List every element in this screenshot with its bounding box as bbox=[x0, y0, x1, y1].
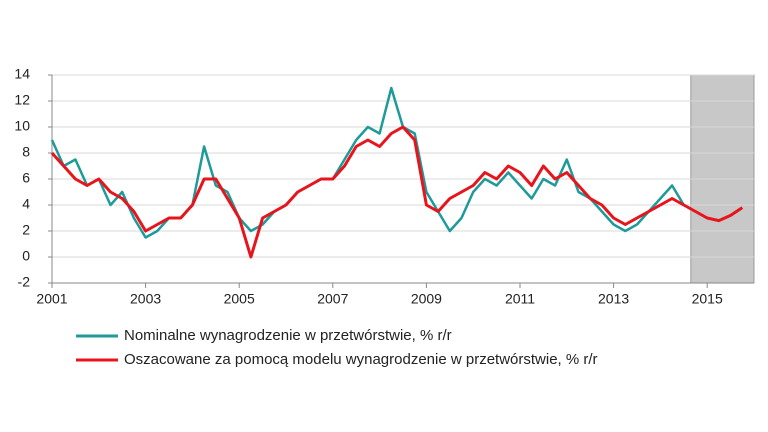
y-tick-label: 10 bbox=[14, 118, 30, 134]
x-tick-label: 2009 bbox=[411, 291, 442, 307]
y-tick-label: 0 bbox=[22, 248, 30, 264]
legend-label: Nominalne wynagrodzenie w przetwórstwie,… bbox=[124, 327, 452, 344]
y-tick-label: 6 bbox=[22, 170, 30, 186]
x-tick-label: 2007 bbox=[317, 291, 348, 307]
legend: Nominalne wynagrodzenie w przetwórstwie,… bbox=[76, 327, 598, 368]
y-tick-label: 8 bbox=[22, 144, 30, 160]
legend-label: Oszacowane za pomocą modelu wynagrodzeni… bbox=[124, 351, 598, 368]
y-tick-label: 4 bbox=[22, 196, 30, 212]
series-line bbox=[50, 86, 685, 239]
x-tick-label: 2001 bbox=[36, 291, 67, 307]
x-tick-label: 2011 bbox=[505, 291, 535, 307]
y-tick-label: -2 bbox=[18, 274, 31, 290]
x-tick-label: 2015 bbox=[692, 291, 723, 307]
x-tick-label: 2005 bbox=[224, 291, 255, 307]
x-tick-label: 2013 bbox=[598, 291, 629, 307]
y-tick-label: 12 bbox=[14, 92, 30, 108]
y-tick-label: 14 bbox=[14, 66, 30, 82]
x-tick-label: 2003 bbox=[130, 291, 161, 307]
y-tick-label: 2 bbox=[22, 222, 30, 238]
series-line bbox=[50, 125, 744, 259]
